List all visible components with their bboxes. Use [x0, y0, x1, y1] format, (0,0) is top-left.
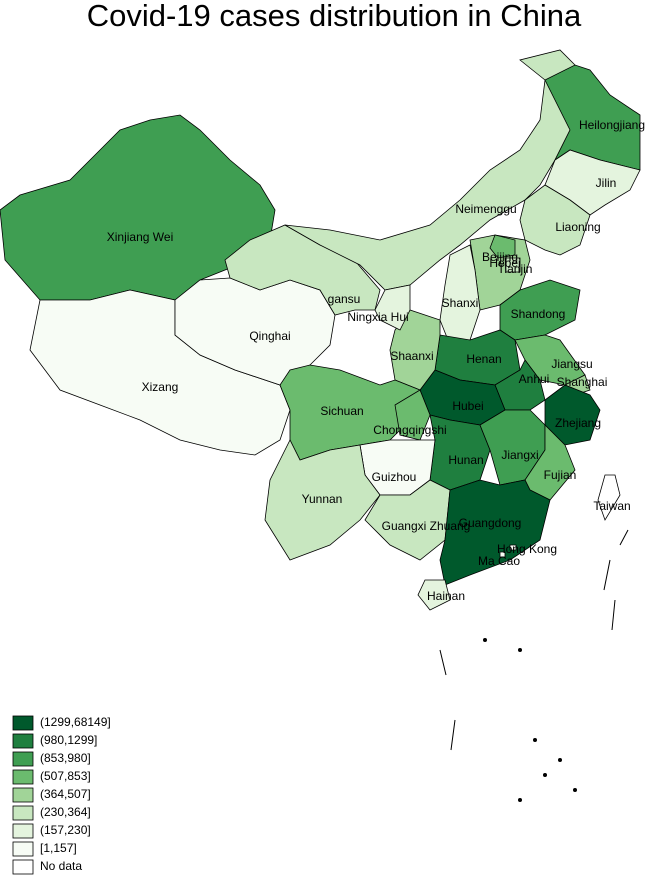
legend-label: (853,980]	[40, 751, 91, 765]
legend-label: (364,507]	[40, 787, 91, 801]
province-label: Jilin	[596, 176, 617, 190]
province-label: Xinjiang Wei	[107, 230, 173, 244]
legend-swatch	[12, 823, 34, 839]
province	[509, 544, 517, 551]
province	[504, 257, 521, 273]
province-label: Liaoning	[555, 220, 600, 234]
province-label: Heilongjiang	[579, 118, 645, 132]
province-label: Hebei	[489, 256, 520, 270]
island	[518, 798, 522, 802]
province-label: Zhejiang	[555, 416, 601, 430]
province-label: gansu	[328, 292, 361, 306]
legend-swatch	[12, 769, 34, 785]
legend-label: (157,230]	[40, 823, 91, 837]
province	[489, 234, 516, 259]
legend-swatch	[12, 715, 34, 731]
province-label: Shanxi	[442, 296, 479, 310]
province-label: Neimenggu	[455, 202, 516, 216]
legend-label: [1,157]	[40, 841, 77, 855]
province	[224, 224, 381, 316]
province-label: Shaanxi	[390, 349, 433, 363]
island	[518, 648, 522, 652]
legend-label: (980,1299]	[40, 733, 97, 747]
province	[519, 184, 591, 256]
province-label: Ningxia Hui	[347, 310, 408, 324]
province-label: Shanghai	[557, 375, 608, 389]
province-label: Tianjin	[498, 262, 533, 276]
province	[374, 284, 411, 331]
province-label: Hainan	[427, 589, 465, 603]
province-label: Guizhou	[372, 470, 417, 484]
province-label: Hong Kong	[497, 542, 557, 556]
legend-label: (507,853]	[40, 769, 91, 783]
legend-swatch	[12, 841, 34, 857]
province	[29, 289, 291, 456]
island-lines	[439, 529, 629, 751]
island	[533, 738, 537, 742]
province-label: Shandong	[511, 307, 566, 321]
province-label: Qinghai	[249, 329, 290, 343]
province-label: Jiangxi	[501, 448, 538, 462]
province-label: Guangxi Zhuang	[382, 519, 471, 533]
province-label: Henan	[466, 352, 501, 366]
province-label: Guangdong	[459, 516, 522, 530]
legend-label: (1299,68149]	[40, 715, 111, 729]
province	[394, 389, 431, 441]
legend-swatch	[12, 805, 34, 821]
province	[499, 551, 506, 558]
province-label: Yunnan	[302, 492, 343, 506]
province-label: Anhui	[519, 372, 550, 386]
province-label: Xizang	[142, 380, 179, 394]
legend-swatch	[12, 733, 34, 749]
province-label: Taiwan	[593, 499, 630, 513]
island	[543, 773, 547, 777]
province-label: Ma Cao	[478, 554, 520, 568]
province-label: Hubei	[452, 399, 483, 413]
province	[597, 474, 621, 521]
province	[389, 309, 441, 391]
province-label: Beijing	[482, 250, 518, 264]
province-label: Sichuan	[320, 404, 363, 418]
legend-swatch	[12, 859, 34, 875]
province-label: Chongqingshi	[373, 423, 446, 437]
island	[558, 758, 562, 762]
island	[483, 638, 487, 642]
province-label: Fujian	[544, 468, 577, 482]
legend-label: (230,364]	[40, 805, 91, 819]
province-label: Jiangsu	[551, 357, 592, 371]
islands	[439, 529, 629, 802]
legend-label: No data	[40, 859, 82, 873]
province	[417, 579, 451, 611]
legend-swatch	[12, 787, 34, 803]
province-label: Hunan	[448, 453, 483, 467]
province	[439, 479, 551, 586]
province	[264, 439, 381, 561]
map-title: Covid-19 cases distribution in China	[87, 0, 582, 33]
legend-swatch	[12, 751, 34, 767]
island	[573, 788, 577, 792]
